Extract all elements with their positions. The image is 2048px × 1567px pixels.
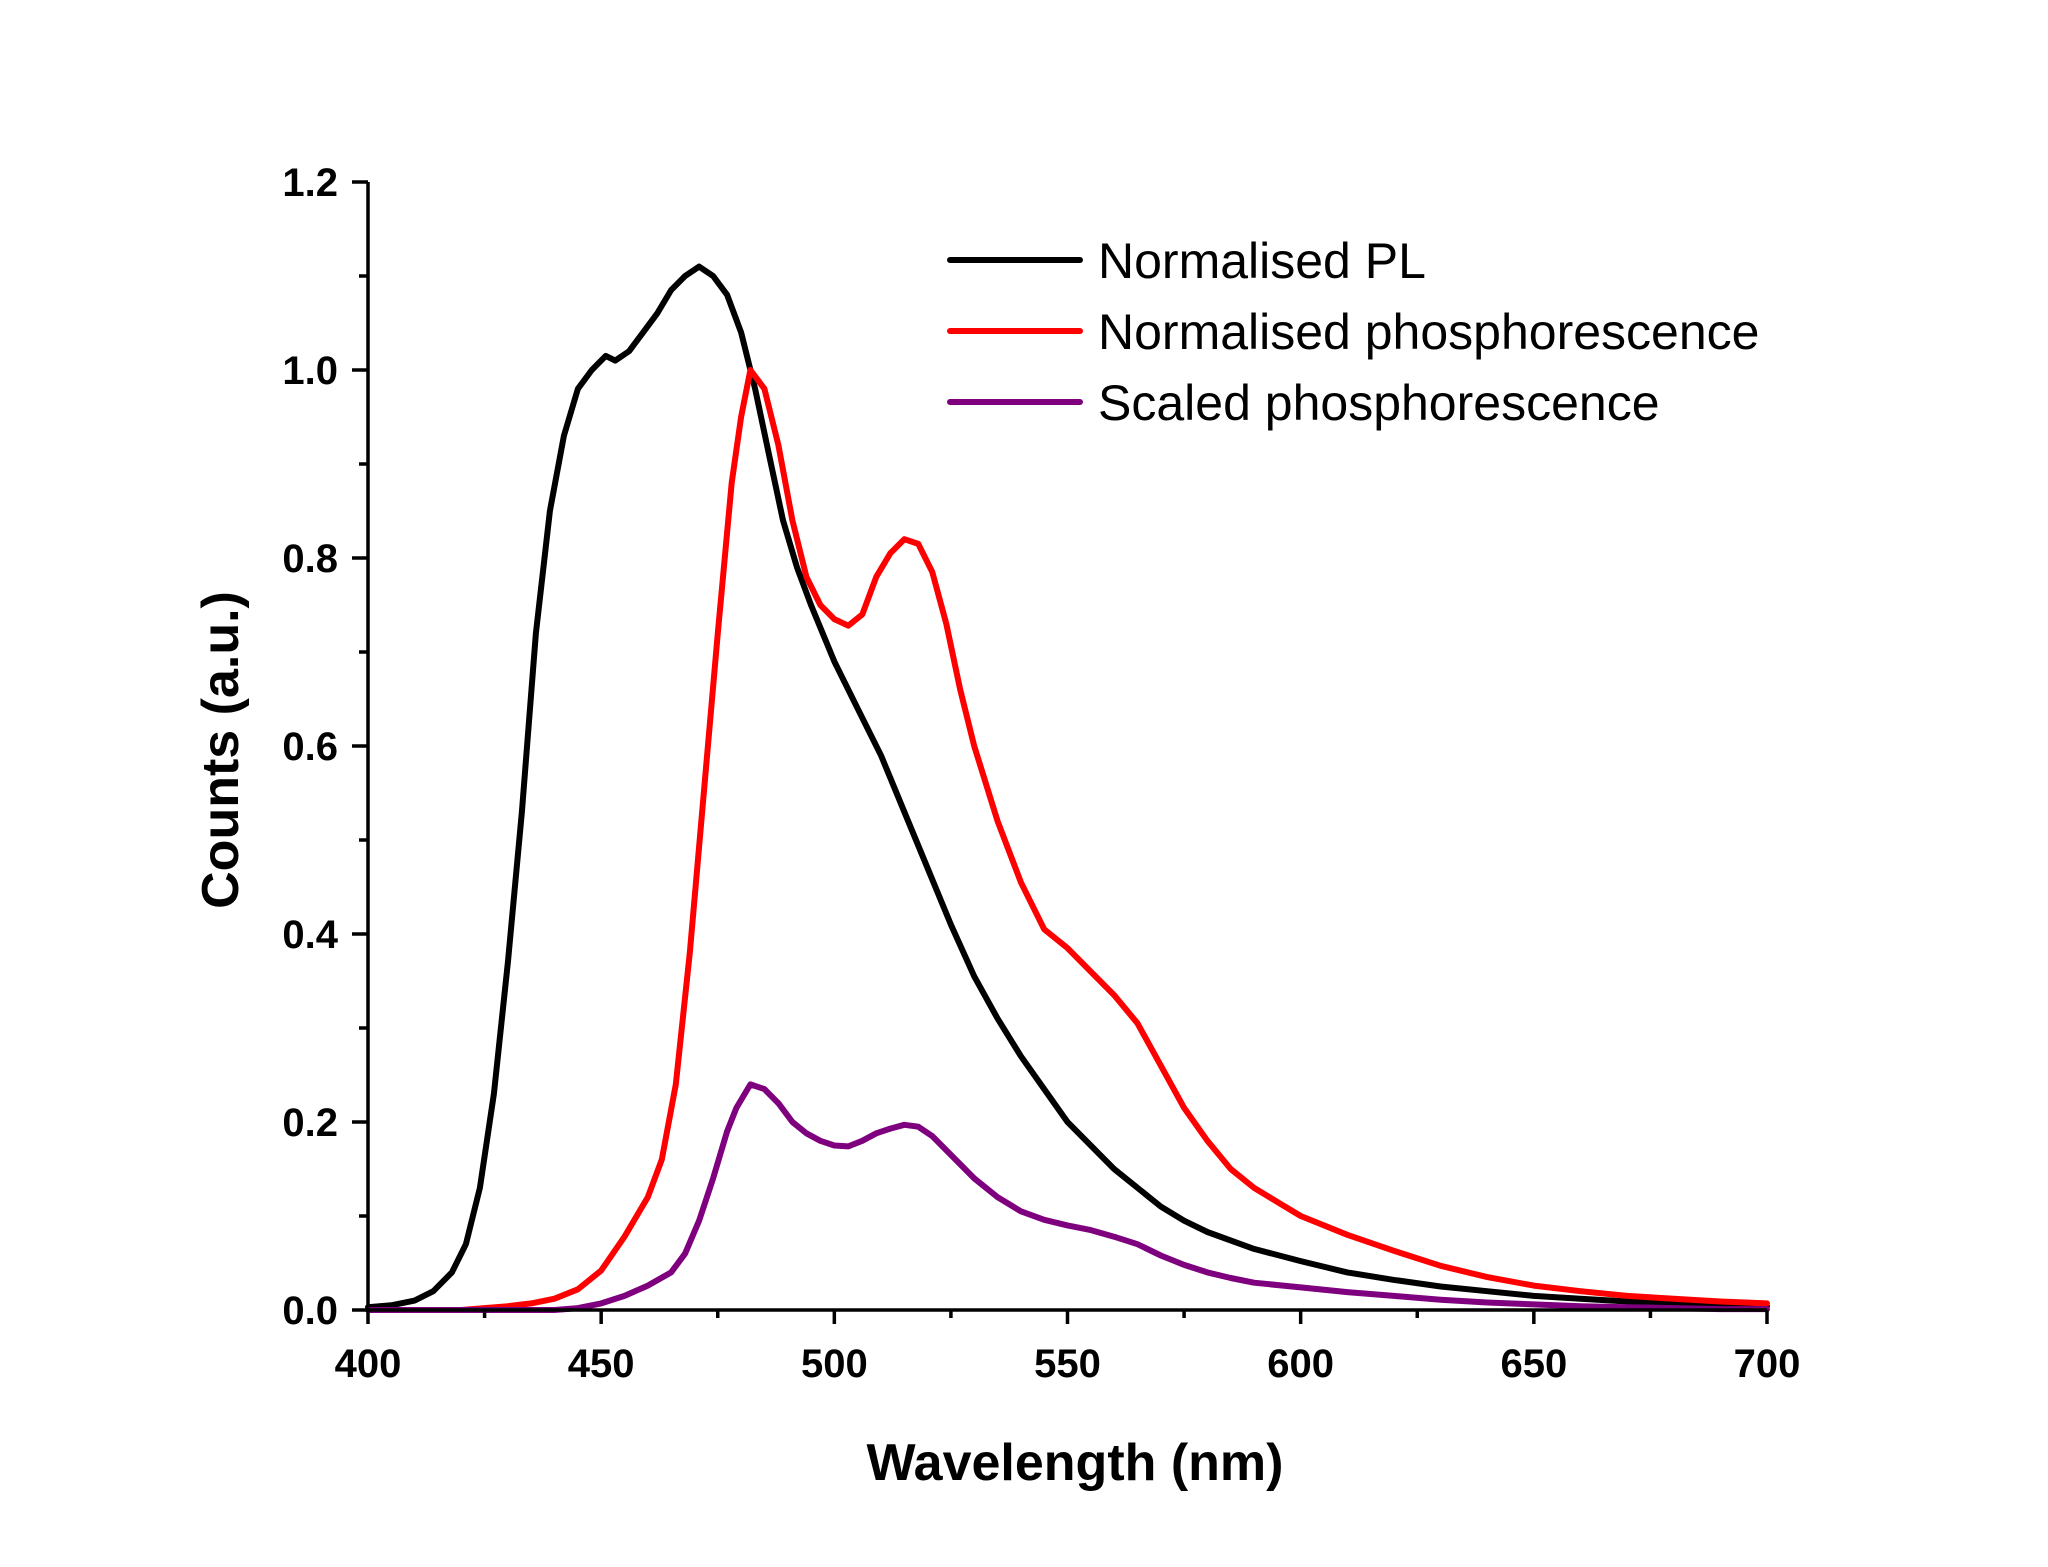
x-ticks: 400 450 500 550 600 650 700	[335, 1310, 1801, 1386]
y-axis-title: Counts (a.u.)	[192, 591, 250, 909]
x-tick-label: 500	[801, 1342, 868, 1386]
x-axis-title: Wavelength (nm)	[867, 1434, 1284, 1492]
y-tick-label: 0.0	[282, 1289, 338, 1333]
x-tick-label: 400	[335, 1342, 402, 1386]
legend-label-1: Normalised PL	[1098, 233, 1426, 289]
x-tick-label: 450	[568, 1342, 635, 1386]
x-tick-label: 550	[1034, 1342, 1101, 1386]
x-tick-label: 600	[1267, 1342, 1334, 1386]
y-ticks: 0.0 0.2 0.4 0.6 0.8 1.0 1.2	[282, 161, 368, 1333]
legend: Normalised PL Normalised phosphorescence S…	[947, 233, 1759, 431]
y-tick-label: 0.4	[282, 913, 338, 957]
series-line-1	[365, 263, 1770, 1311]
series-line-2	[365, 367, 1770, 1313]
y-tick-label: 1.2	[282, 161, 338, 205]
x-tick-label: 650	[1500, 1342, 1567, 1386]
x-tick-label: 700	[1734, 1342, 1801, 1386]
legend-label-2: Normalised phosphorescence	[1098, 304, 1759, 360]
y-tick-label: 1.0	[282, 349, 338, 393]
plot-lines	[365, 263, 1770, 1313]
y-tick-label: 0.2	[282, 1101, 338, 1145]
y-tick-label: 0.6	[282, 725, 338, 769]
series-line-3	[365, 1081, 1770, 1313]
y-tick-label: 0.8	[282, 537, 338, 581]
legend-label-3: Scaled phosphorescence	[1098, 375, 1660, 431]
